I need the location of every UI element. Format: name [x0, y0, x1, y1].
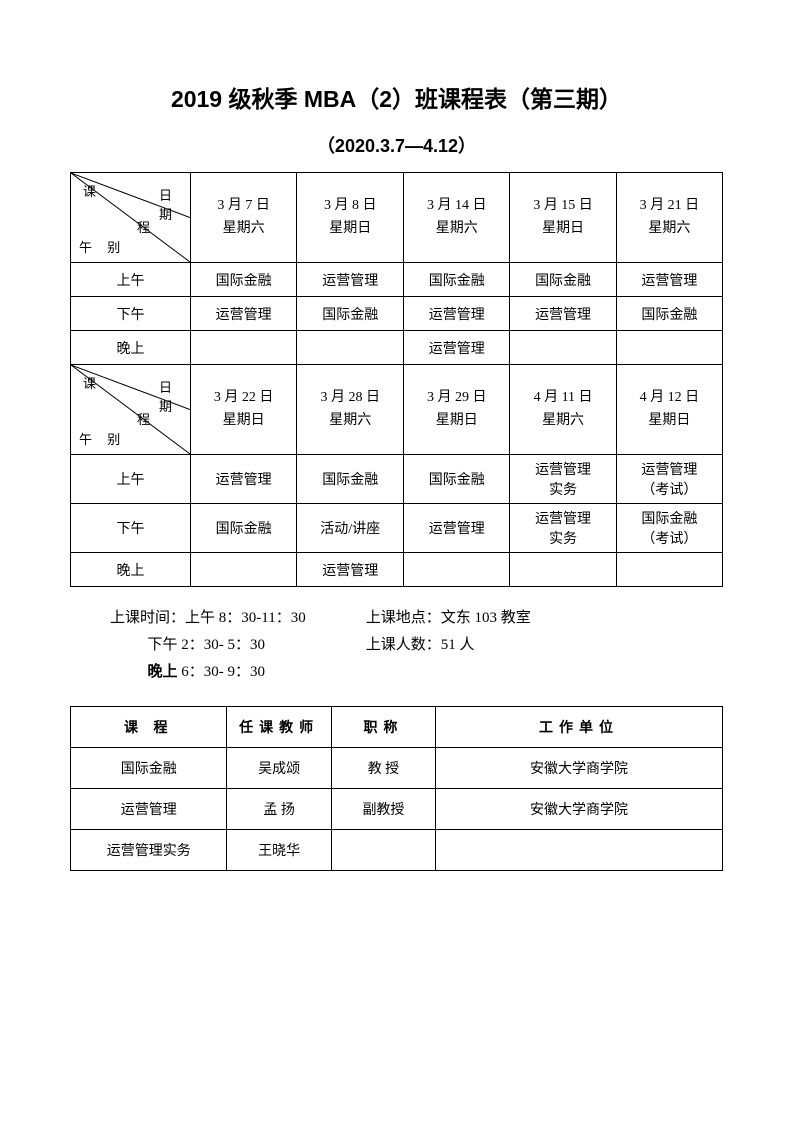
teacher-row-cell: 吴成颂 [227, 748, 331, 789]
cell: 国际金融 [191, 504, 297, 553]
cell [191, 553, 297, 587]
cell: 国际金融 [510, 263, 616, 297]
period-pm: 下午 [71, 504, 191, 553]
cell [616, 331, 722, 365]
th-unit: 工作单位 [436, 707, 723, 748]
diag-course-label-2: 程 [137, 217, 150, 236]
period-am: 上午 [71, 263, 191, 297]
cell: 运营管理 （考试） [616, 455, 722, 504]
date-header: 3 月 29 日星期日 [404, 365, 510, 455]
teacher-row-cell: 运营管理 [71, 789, 227, 830]
date-header: 3 月 15 日星期日 [510, 173, 616, 263]
schedule-table: 日期 课 程 午 别 3 月 7 日星期六 3 月 8 日星期日 3 月 14 … [70, 172, 723, 587]
cell [297, 331, 404, 365]
date-header: 3 月 8 日星期日 [297, 173, 404, 263]
cell: 运营管理 [297, 263, 404, 297]
teacher-row-cell: 安徽大学商学院 [436, 748, 723, 789]
teacher-row-cell: 王晓华 [227, 830, 331, 871]
diag-course-label-2: 程 [137, 409, 150, 428]
period-eve: 晚上 [71, 553, 191, 587]
cell: 运营管理 [404, 504, 510, 553]
diag-course-label: 课 [83, 373, 96, 392]
cell: 运营管理 实务 [510, 455, 616, 504]
cell: 运营管理 实务 [510, 504, 616, 553]
date-header: 4 月 11 日星期六 [510, 365, 616, 455]
info-loc: 上课地点：文东 103 教室 上课人数：51 人 [366, 605, 531, 686]
diag-noon-label: 午 别 [79, 237, 126, 256]
cell: 国际金融 [404, 455, 510, 504]
cell [191, 331, 297, 365]
date-header: 3 月 22 日星期日 [191, 365, 297, 455]
date-header: 3 月 28 日星期六 [297, 365, 404, 455]
teacher-row-cell: 运营管理实务 [71, 830, 227, 871]
diag-header-1: 日期 课 程 午 别 [71, 173, 191, 263]
teacher-row-cell [331, 830, 435, 871]
cell: 运营管理 [616, 263, 722, 297]
th-teacher: 任课教师 [227, 707, 331, 748]
cell: 国际金融 （考试） [616, 504, 722, 553]
diag-noon-label: 午 别 [79, 429, 126, 448]
page: 2019 级秋季 MBA（2）班课程表（第三期） （2020.3.7—4.12）… [0, 0, 793, 911]
period-eve: 晚上 [71, 331, 191, 365]
cell: 国际金融 [616, 297, 722, 331]
date-header: 4 月 12 日星期日 [616, 365, 722, 455]
teacher-row-cell: 孟 扬 [227, 789, 331, 830]
teacher-row-cell: 安徽大学商学院 [436, 789, 723, 830]
diag-date-label: 日期 [159, 185, 172, 223]
cell: 国际金融 [297, 455, 404, 504]
info-time: 上课时间：上午 8：30-11：30 下午 2：30- 5：30 晚上 6：30… [110, 605, 306, 686]
cell: 运营管理 [191, 455, 297, 504]
period-pm: 下午 [71, 297, 191, 331]
teachers-table: 课 程 任课教师 职称 工作单位 国际金融 吴成颂 教 授 安徽大学商学院 运营… [70, 706, 723, 871]
teacher-row-cell [436, 830, 723, 871]
teacher-row-cell: 国际金融 [71, 748, 227, 789]
diag-date-label: 日期 [159, 377, 172, 415]
cell: 国际金融 [191, 263, 297, 297]
info-block: 上课时间：上午 8：30-11：30 下午 2：30- 5：30 晚上 6：30… [110, 605, 723, 686]
teacher-row-cell: 副教授 [331, 789, 435, 830]
date-header: 3 月 21 日星期六 [616, 173, 722, 263]
page-title: 2019 级秋季 MBA（2）班课程表（第三期） [70, 80, 723, 114]
diag-header-2: 日期 课 程 午 别 [71, 365, 191, 455]
cell [404, 553, 510, 587]
cell [616, 553, 722, 587]
cell: 运营管理 [404, 297, 510, 331]
cell: 运营管理 [404, 331, 510, 365]
th-title: 职称 [331, 707, 435, 748]
page-subtitle: （2020.3.7—4.12） [70, 132, 723, 158]
th-course: 课 程 [71, 707, 227, 748]
date-header: 3 月 7 日星期六 [191, 173, 297, 263]
cell: 国际金融 [404, 263, 510, 297]
cell: 活动/讲座 [297, 504, 404, 553]
cell: 运营管理 [297, 553, 404, 587]
teacher-row-cell: 教 授 [331, 748, 435, 789]
cell: 国际金融 [297, 297, 404, 331]
date-header: 3 月 14 日星期六 [404, 173, 510, 263]
cell [510, 553, 616, 587]
diag-course-label: 课 [83, 181, 96, 200]
cell: 运营管理 [510, 297, 616, 331]
cell [510, 331, 616, 365]
cell: 运营管理 [191, 297, 297, 331]
period-am: 上午 [71, 455, 191, 504]
